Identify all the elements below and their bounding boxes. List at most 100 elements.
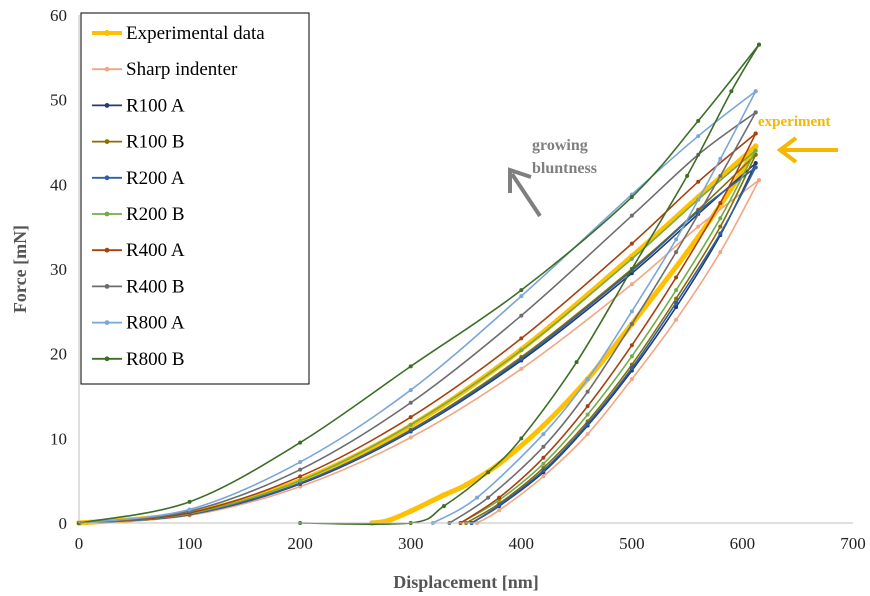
loading-curve (78, 111, 757, 524)
data-point (674, 296, 679, 301)
y-tick-label: 10 (50, 429, 67, 448)
data-point (408, 415, 413, 420)
unloading-curve (459, 149, 757, 524)
data-point (585, 432, 590, 437)
legend-item: R800 B (92, 349, 185, 370)
data-point (674, 275, 679, 280)
data-point (463, 482, 469, 488)
data-point (753, 148, 758, 153)
legend-label: R200 B (126, 204, 185, 225)
series-r400-b (77, 110, 758, 525)
data-point (696, 118, 701, 123)
data-point (629, 267, 634, 271)
loading-curve (78, 132, 757, 524)
data-point (519, 356, 524, 361)
y-tick-label: 60 (50, 6, 67, 25)
annotation-growing: growing (532, 137, 588, 154)
x-tick-label: 600 (730, 534, 756, 553)
data-point (187, 499, 192, 504)
data-point (718, 250, 723, 255)
data-point (718, 231, 723, 236)
loading-curve (78, 179, 760, 524)
y-tick-label: 50 (50, 91, 67, 110)
data-point (629, 343, 634, 348)
data-point (486, 470, 491, 475)
x-tick-label: 200 (287, 534, 313, 553)
legend-item: Sharp indenter (92, 59, 238, 80)
loading-curve (78, 149, 757, 524)
data-point (519, 366, 524, 371)
data-point (718, 224, 723, 229)
data-point (718, 173, 723, 178)
data-point (684, 249, 690, 255)
plot-series-group (76, 42, 762, 526)
legend-marker (104, 247, 110, 253)
data-point (540, 422, 547, 429)
data-point (629, 256, 634, 261)
data-point (519, 313, 524, 318)
loading-curve (78, 166, 757, 524)
data-point (298, 478, 303, 483)
data-point (629, 309, 634, 314)
legend-item: R100 A (92, 95, 185, 116)
legend-item: R400 A (92, 240, 185, 261)
data-point (629, 282, 634, 287)
unloading-curve (299, 43, 760, 526)
data-point (674, 237, 679, 242)
data-point (541, 468, 546, 473)
loading-curve (78, 43, 760, 524)
data-point (629, 366, 634, 371)
series-r800-b (77, 42, 762, 526)
legend-label: R800 A (126, 313, 185, 334)
data-point (441, 504, 446, 509)
unloading-curve (432, 90, 757, 524)
data-point (441, 492, 447, 498)
data-point (753, 161, 758, 166)
legend-label: Sharp indenter (126, 59, 238, 80)
legend-label: R100 A (126, 95, 185, 116)
data-point (585, 404, 590, 409)
x-tick-label: 500 (619, 534, 645, 553)
data-point (629, 241, 634, 246)
data-point (753, 165, 758, 170)
data-point (629, 377, 634, 382)
data-point (408, 364, 413, 369)
legend-label: Experimental data (126, 23, 265, 44)
data-point (497, 503, 502, 508)
data-point (541, 461, 546, 466)
data-point (407, 508, 414, 514)
data-point (574, 360, 579, 365)
legend-marker (104, 103, 110, 108)
legend-item: R200 A (92, 168, 185, 189)
unloading-curve (369, 143, 759, 526)
legend-label: R100 B (126, 132, 185, 153)
y-tick-label: 20 (50, 345, 67, 364)
legend-marker (104, 175, 110, 181)
data-point (519, 288, 524, 293)
y-tick-label: 40 (50, 175, 67, 194)
loading-curve (78, 90, 757, 524)
legend-marker (104, 284, 110, 289)
data-point (729, 89, 734, 94)
unloading-curve (448, 111, 757, 524)
gray-arrow-icon (508, 167, 542, 218)
data-point (674, 300, 679, 305)
data-point (497, 508, 502, 513)
legend-label: R400 B (126, 276, 185, 297)
data-point (298, 474, 303, 479)
data-point (408, 428, 413, 433)
data-point (752, 143, 759, 150)
legend-marker (104, 139, 110, 145)
unloading-curve (465, 153, 757, 524)
data-point (519, 294, 524, 299)
data-point (753, 131, 758, 136)
data-point (496, 460, 502, 467)
annotation-experiment: experiment (758, 114, 830, 130)
annotation-bluntness: bluntness (532, 160, 597, 177)
data-point (629, 354, 634, 359)
data-point (187, 507, 192, 512)
data-point (408, 388, 413, 393)
data-point (541, 444, 546, 449)
orange-arrow-icon (776, 136, 838, 164)
